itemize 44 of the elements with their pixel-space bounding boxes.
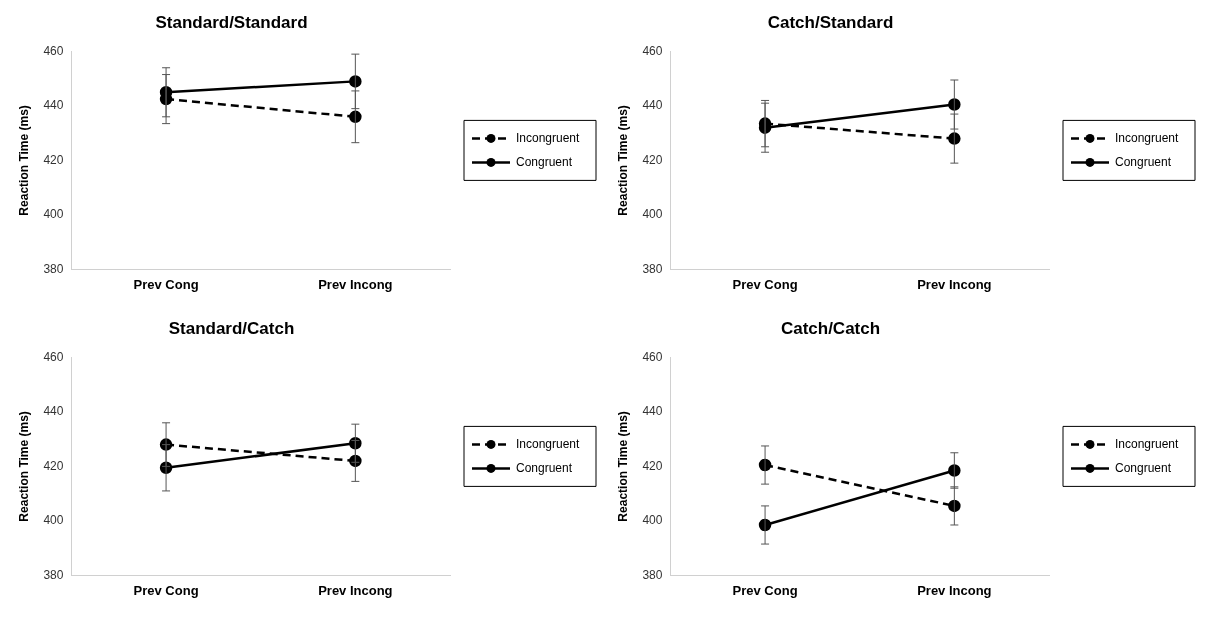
x-tick-label: Prev Cong (133, 582, 199, 598)
x-tick-label: Prev Cong (732, 582, 798, 598)
x-tick-label: Prev Incong (917, 276, 992, 292)
y-axis-title: Reaction Time (ms) (615, 105, 630, 216)
chart-title: Catch/Standard (767, 12, 894, 32)
y-tick-label: 420 (43, 458, 64, 473)
x-tick-label: Prev Incong (318, 582, 393, 598)
legend-label: Incongruent (1115, 436, 1180, 451)
y-tick-label: 400 (642, 207, 663, 222)
y-tick-label: 420 (642, 152, 663, 167)
y-tick-label: 380 (43, 261, 64, 276)
x-tick-label: Prev Cong (133, 276, 199, 292)
y-tick-label: 400 (642, 513, 663, 528)
legend-label: Incongruent (516, 130, 581, 145)
y-tick-label: 460 (43, 349, 64, 364)
y-tick-label: 380 (43, 567, 64, 582)
legend-label: Congruent (516, 154, 573, 169)
y-axis-title: Reaction Time (ms) (615, 411, 630, 522)
x-tick-label: Prev Incong (318, 276, 393, 292)
y-tick-label: 400 (43, 513, 64, 528)
y-tick-label: 440 (43, 404, 64, 419)
y-tick-label: 400 (43, 207, 64, 222)
y-tick-label: 460 (43, 43, 64, 58)
chart-title: Standard/Catch (168, 318, 295, 338)
chart-title: Catch/Catch (780, 318, 881, 338)
legend-label: Incongruent (516, 436, 581, 451)
y-tick-label: 420 (642, 458, 663, 473)
y-tick-label: 380 (642, 261, 663, 276)
legend-label: Congruent (516, 460, 573, 475)
x-tick-label: Prev Cong (732, 276, 798, 292)
y-axis-title: Reaction Time (ms) (16, 411, 31, 522)
y-tick-label: 440 (43, 98, 64, 113)
legend-label: Congruent (1115, 154, 1172, 169)
y-tick-label: 440 (642, 404, 663, 419)
y-tick-label: 420 (43, 152, 64, 167)
legend-label: Congruent (1115, 460, 1172, 475)
x-tick-label: Prev Incong (917, 582, 992, 598)
y-tick-label: 460 (642, 43, 663, 58)
chart-title: Standard/Standard (155, 12, 308, 32)
y-tick-label: 440 (642, 98, 663, 113)
y-tick-label: 380 (642, 567, 663, 582)
legend-label: Incongruent (1115, 130, 1180, 145)
y-tick-label: 460 (642, 349, 663, 364)
y-axis-title: Reaction Time (ms) (16, 105, 31, 216)
